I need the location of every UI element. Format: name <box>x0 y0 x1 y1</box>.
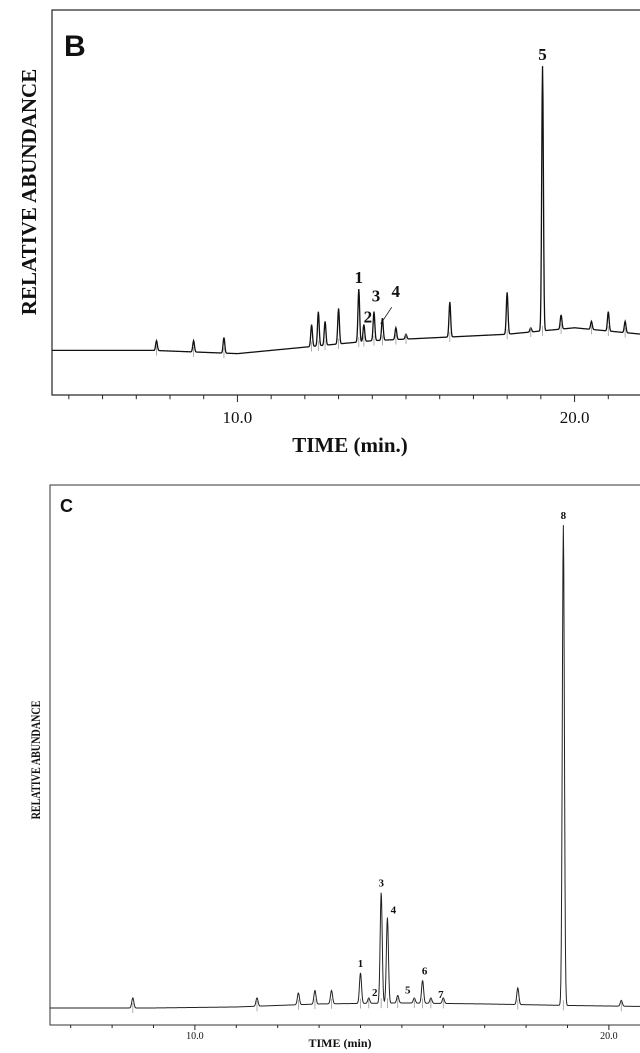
peak-label-b: 2 <box>364 308 373 327</box>
peak-label-b: 5 <box>538 45 547 64</box>
chromatogram-panel-b: B RELATIVE ABUNDANCE TIME (min.) 10.0 20.… <box>0 0 640 470</box>
peak-label-c: 1 <box>358 958 364 970</box>
peak-label-c: 2 <box>372 987 378 999</box>
peak-label-c: 7 <box>438 989 444 1001</box>
peak-label-b: 1 <box>355 268 364 287</box>
plot-frame-b <box>51 9 640 396</box>
peak-label-c: 5 <box>405 984 411 996</box>
plot-frame-c <box>49 484 640 1026</box>
peak-leader-line-b <box>380 306 393 325</box>
panel-label-c: C <box>60 496 73 516</box>
peak-label-c: 8 <box>561 510 567 522</box>
peak-label-c: 3 <box>378 877 384 889</box>
peak-label-b: 3 <box>372 287 381 306</box>
panel-label-b: B <box>64 30 86 63</box>
x-tick-label-b: 20.0 <box>560 408 590 427</box>
chromatogram-c-svg: C RELATIVE ABUNDANCE TIME (min) 10.0 20.0… <box>29 484 640 1050</box>
y-axis-label-b: RELATIVE ABUNDANCE <box>17 69 41 315</box>
chromatogram-trace-b <box>52 66 640 355</box>
y-axis-label-c: RELATIVE ABUNDANCE <box>29 700 43 819</box>
chromatogram-panel-c: C RELATIVE ABUNDANCE TIME (min) 10.0 20.0… <box>0 470 640 1053</box>
x-axis-label-b: TIME (min.) <box>292 433 408 457</box>
peak-label-c: 4 <box>391 904 397 916</box>
x-tick-label-c: 20.0 <box>600 1031 618 1042</box>
x-tick-label-c: 10.0 <box>186 1031 204 1042</box>
chromatogram-b-svg: B RELATIVE ABUNDANCE TIME (min.) 10.0 20.… <box>17 9 640 457</box>
chromatogram-trace-c <box>50 525 640 1009</box>
peak-label-b: 4 <box>392 282 401 301</box>
peak-label-c: 6 <box>422 965 428 977</box>
x-axis-label-c: TIME (min) <box>309 1036 372 1050</box>
x-tick-label-b: 10.0 <box>223 408 253 427</box>
